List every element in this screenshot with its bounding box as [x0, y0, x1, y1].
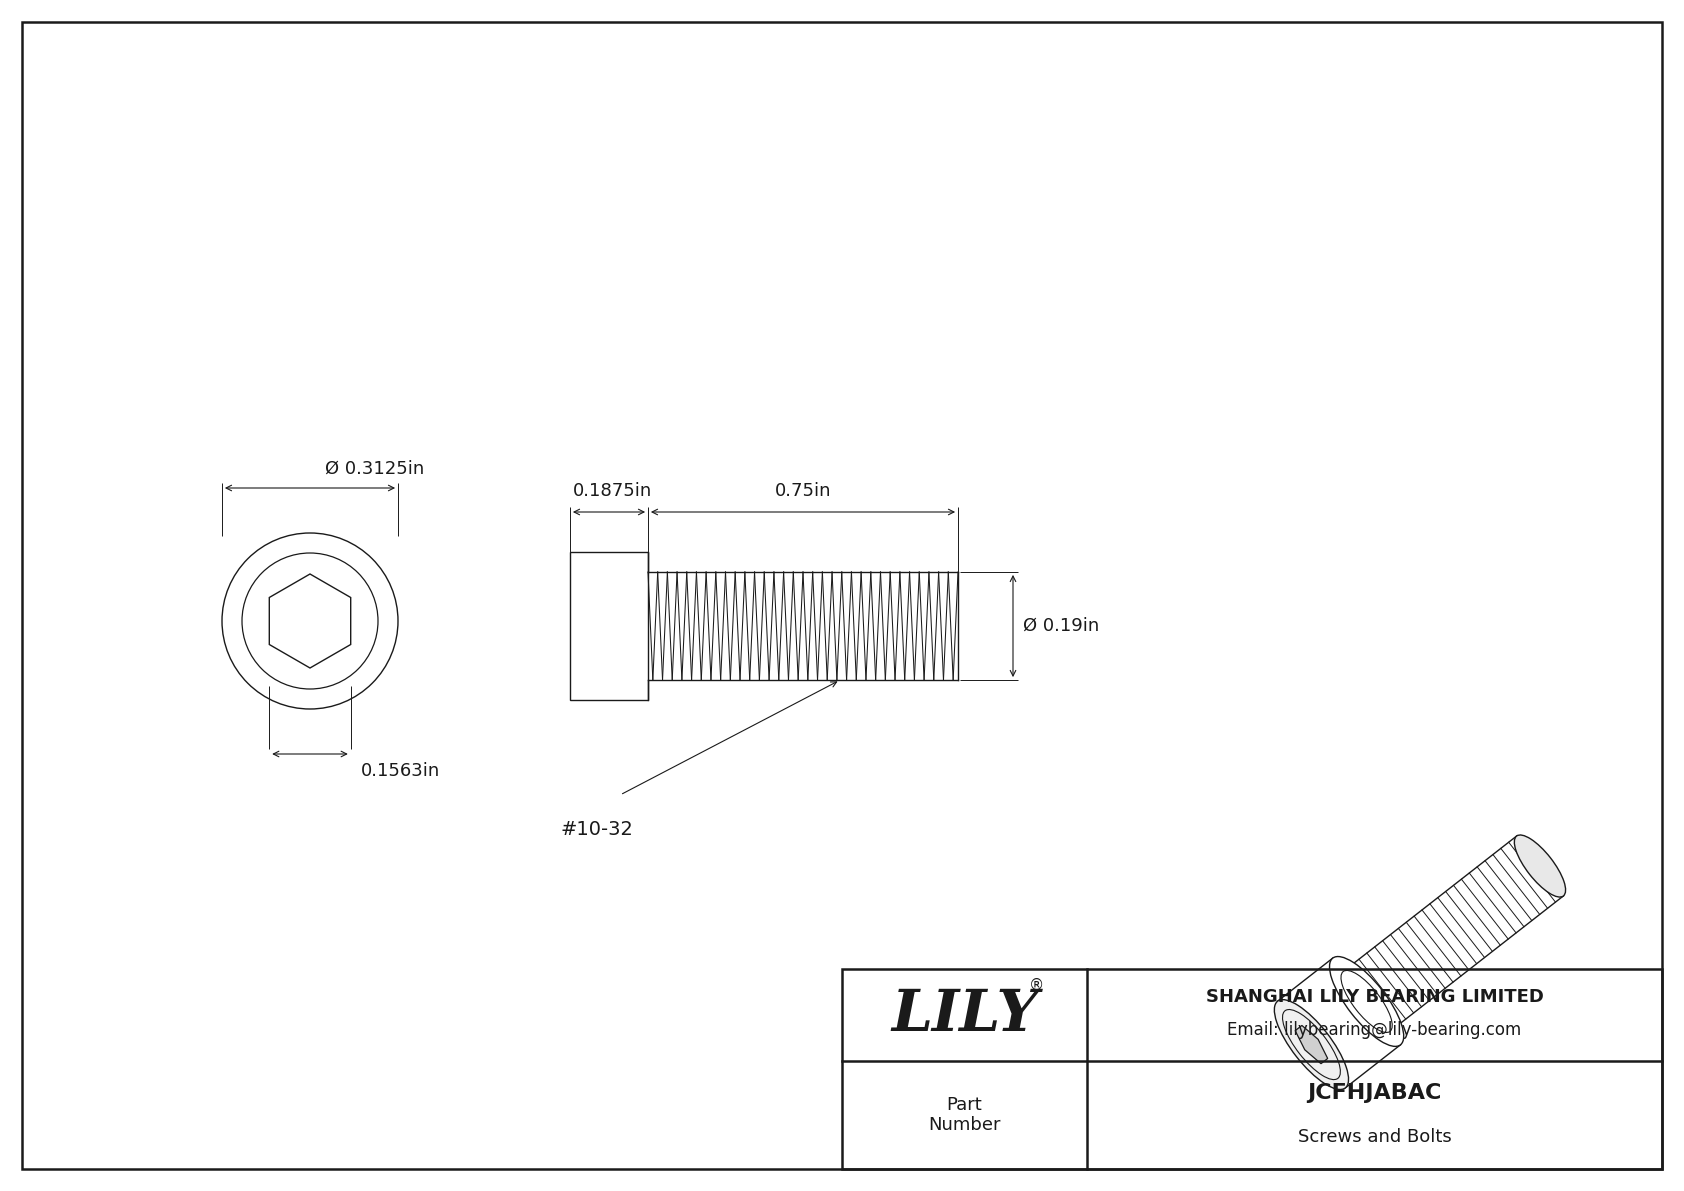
Ellipse shape	[1514, 835, 1566, 897]
Text: Ø 0.19in: Ø 0.19in	[1022, 617, 1100, 635]
Text: LILY: LILY	[891, 987, 1037, 1043]
Text: Ø 0.3125in: Ø 0.3125in	[325, 460, 424, 478]
Bar	[569, 551, 648, 700]
Text: ®: ®	[1029, 978, 1044, 992]
Text: 0.75in: 0.75in	[775, 482, 832, 500]
Text: Part
Number: Part Number	[928, 1096, 1000, 1134]
Text: 0.1563in: 0.1563in	[360, 762, 440, 780]
Ellipse shape	[1275, 999, 1349, 1090]
Ellipse shape	[1329, 956, 1404, 1047]
Text: Screws and Bolts: Screws and Bolts	[1298, 1128, 1452, 1146]
Text: 0.1875in: 0.1875in	[573, 482, 652, 500]
Text: SHANGHAI LILY BEARING LIMITED: SHANGHAI LILY BEARING LIMITED	[1206, 987, 1544, 1005]
Text: JCFHJABAC: JCFHJABAC	[1307, 1083, 1442, 1103]
Text: Email: lilybearing@lily-bearing.com: Email: lilybearing@lily-bearing.com	[1228, 1021, 1522, 1039]
Polygon shape	[1295, 1025, 1327, 1064]
Text: #10-32: #10-32	[561, 819, 633, 838]
Bar	[842, 969, 1662, 1170]
